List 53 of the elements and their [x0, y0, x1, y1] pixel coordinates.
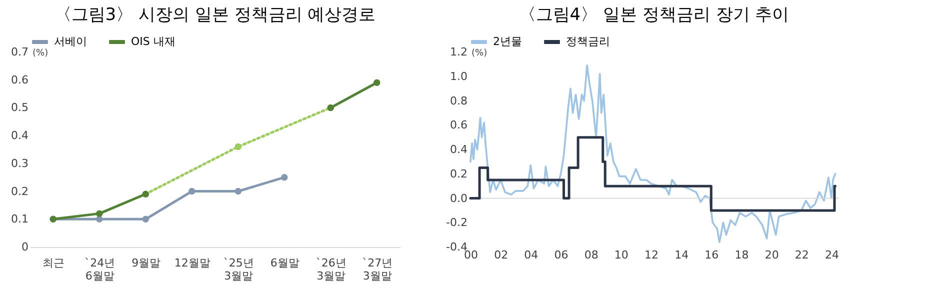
y-tick-label: 1.2: [450, 46, 468, 58]
x-tick-label: 04: [524, 248, 538, 262]
legend-label: OIS 내재: [131, 35, 176, 48]
point: [188, 188, 196, 195]
y-tick-label: 0.2: [11, 184, 28, 198]
x-tick-label: `26년 3월말: [316, 256, 346, 282]
point: [142, 216, 149, 222]
point: [374, 79, 380, 86]
y-tick-label: 0.5: [11, 101, 28, 114]
legend-label: 정책금리: [566, 35, 610, 48]
y-tick-label: 0.7: [11, 46, 28, 58]
point: [96, 210, 103, 217]
y-tick-label: 0: [22, 240, 28, 254]
point: [234, 188, 242, 195]
x-tick-label: `27년 3월말: [362, 256, 393, 282]
y-tick-label: 0.4: [450, 143, 468, 156]
y-tick-label: 0.6: [11, 73, 28, 86]
point: [281, 174, 288, 181]
x-tick-label: 6월말: [270, 256, 300, 270]
x-tick-label: 최근: [42, 256, 65, 270]
y-tick-label: 0.0: [450, 192, 468, 205]
x-tick-label: 22: [794, 248, 809, 262]
x-tick-label: 02: [494, 248, 508, 262]
x-tick-label: 10: [614, 248, 628, 262]
x-tick-label: `25년 3월말: [223, 256, 254, 282]
y-tick-label: 0.8: [450, 94, 468, 108]
x-tick-label: 16: [704, 248, 719, 262]
y-tick-label: 1.0: [450, 70, 468, 83]
x-tick-label: 06: [554, 248, 568, 262]
legend-label: 2년물: [493, 35, 522, 48]
y-axis-title: (%): [472, 48, 488, 58]
line-series: [470, 64, 836, 244]
x-tick-label: 00: [464, 248, 478, 262]
chart-title: 〈그림3〉 시장의 일본 정책금리 예상경로: [54, 5, 376, 25]
x-tick-label: 12: [644, 248, 658, 262]
y-tick-label: 0.6: [450, 118, 468, 132]
y-tick-label: 0.1: [11, 212, 28, 226]
y-axis-title: (%): [32, 48, 48, 58]
x-tick-label: `24년 6월말: [84, 256, 116, 282]
x-tick-label: 08: [584, 248, 598, 262]
x-tick-label: 14: [674, 248, 689, 262]
y-tick-label: 0.4: [11, 129, 28, 142]
y-tick-label: 0.2: [450, 167, 468, 180]
y-tick-label: -0.2: [446, 216, 468, 230]
point: [96, 216, 103, 222]
x-tick-label: 24: [824, 248, 839, 262]
y-tick-label: 0.3: [11, 156, 28, 170]
x-tick-label: 18: [734, 248, 749, 262]
legend-label: 서베이: [54, 35, 87, 48]
x-tick-label: 9월말: [132, 256, 161, 270]
x-tick-label: 20: [764, 248, 779, 262]
x-tick-label: 12월말: [174, 256, 210, 270]
chart-title: 〈그림4〉 일본 정책금리 장기 추이: [518, 5, 790, 25]
